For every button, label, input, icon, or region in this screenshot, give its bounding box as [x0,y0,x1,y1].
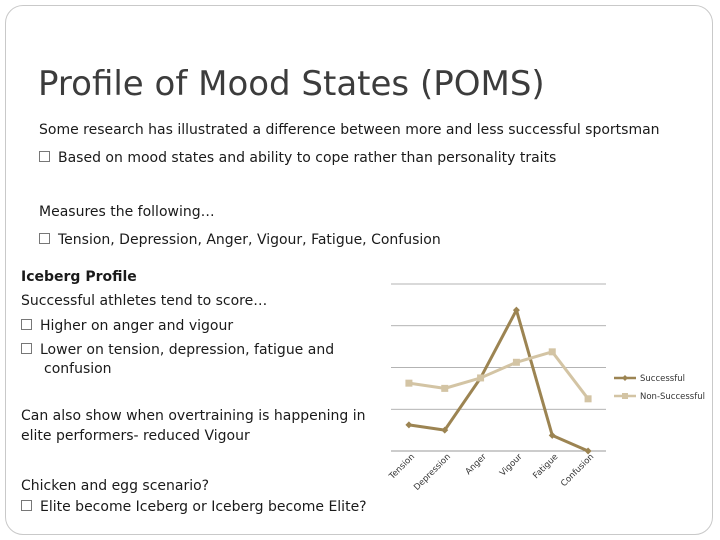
iceberg-text: Successful athletes tend to score… [21,293,268,309]
slide: Profile of Mood States (POMS) Some resea… [5,5,713,535]
data-point [405,379,413,387]
iceberg-heading: Iceberg Profile [21,269,137,285]
x-tick-label: Vigour [498,452,525,479]
data-point [441,426,449,434]
legend-label: Successful [640,374,685,384]
data-point [548,348,556,356]
data-point [441,384,449,392]
iceberg-bullet-2-text: Lower on tension, depression, fatigue an… [40,342,335,358]
checkbox-bullet-icon [21,319,32,330]
series-line-successful [408,308,589,453]
legend-marker [622,375,628,381]
x-tick-label: Confusion [559,452,596,489]
x-tick-label: Depression [412,452,453,493]
x-tick-label: Anger [464,452,489,477]
data-point [512,358,520,366]
checkbox-bullet-icon [39,233,50,244]
data-point [548,431,556,439]
legend-label: Non-Successful [640,392,705,402]
measures-heading: Measures the following… [39,204,215,220]
data-point [405,421,413,429]
chicken-bullet-text: Elite become Iceberg or Iceberg become E… [40,499,367,515]
intro-bullet-text: Based on mood states and ability to cope… [58,150,557,166]
x-tick-label: Fatigue [531,452,560,481]
series-line-non-successful [408,350,590,400]
overtraining-text-2: elite performers- reduced Vigour [21,428,250,444]
measures-bullet-text: Tension, Depression, Anger, Vigour, Fati… [58,232,441,248]
chicken-heading: Chicken and egg scenario? [21,478,210,494]
data-point [584,447,592,455]
data-point [584,395,592,403]
iceberg-bullet-2-continued: confusion [44,361,112,377]
checkbox-bullet-icon [39,151,50,162]
legend-marker [622,393,628,399]
x-tick-label: Tension [387,452,417,482]
checkbox-bullet-icon [21,500,32,511]
data-point [477,374,485,382]
iceberg-bullet-1-text: Higher on anger and vigour [40,318,234,334]
iceberg-bullet-2: Lower on tension, depression, fatigue an… [21,342,334,358]
overtraining-text-1: Can also show when overtraining is happe… [21,408,366,424]
intro-bullet: Based on mood states and ability to cope… [39,150,556,166]
slide-title: Profile of Mood States (POMS) [38,64,545,104]
checkbox-bullet-icon [21,343,32,354]
measures-bullet: Tension, Depression, Anger, Vigour, Fati… [39,232,441,248]
intro-text: Some research has illustrated a differen… [39,122,660,138]
data-point [512,306,520,314]
chicken-bullet: Elite become Iceberg or Iceberg become E… [21,499,367,515]
iceberg-bullet-1: Higher on anger and vigour [21,318,233,334]
